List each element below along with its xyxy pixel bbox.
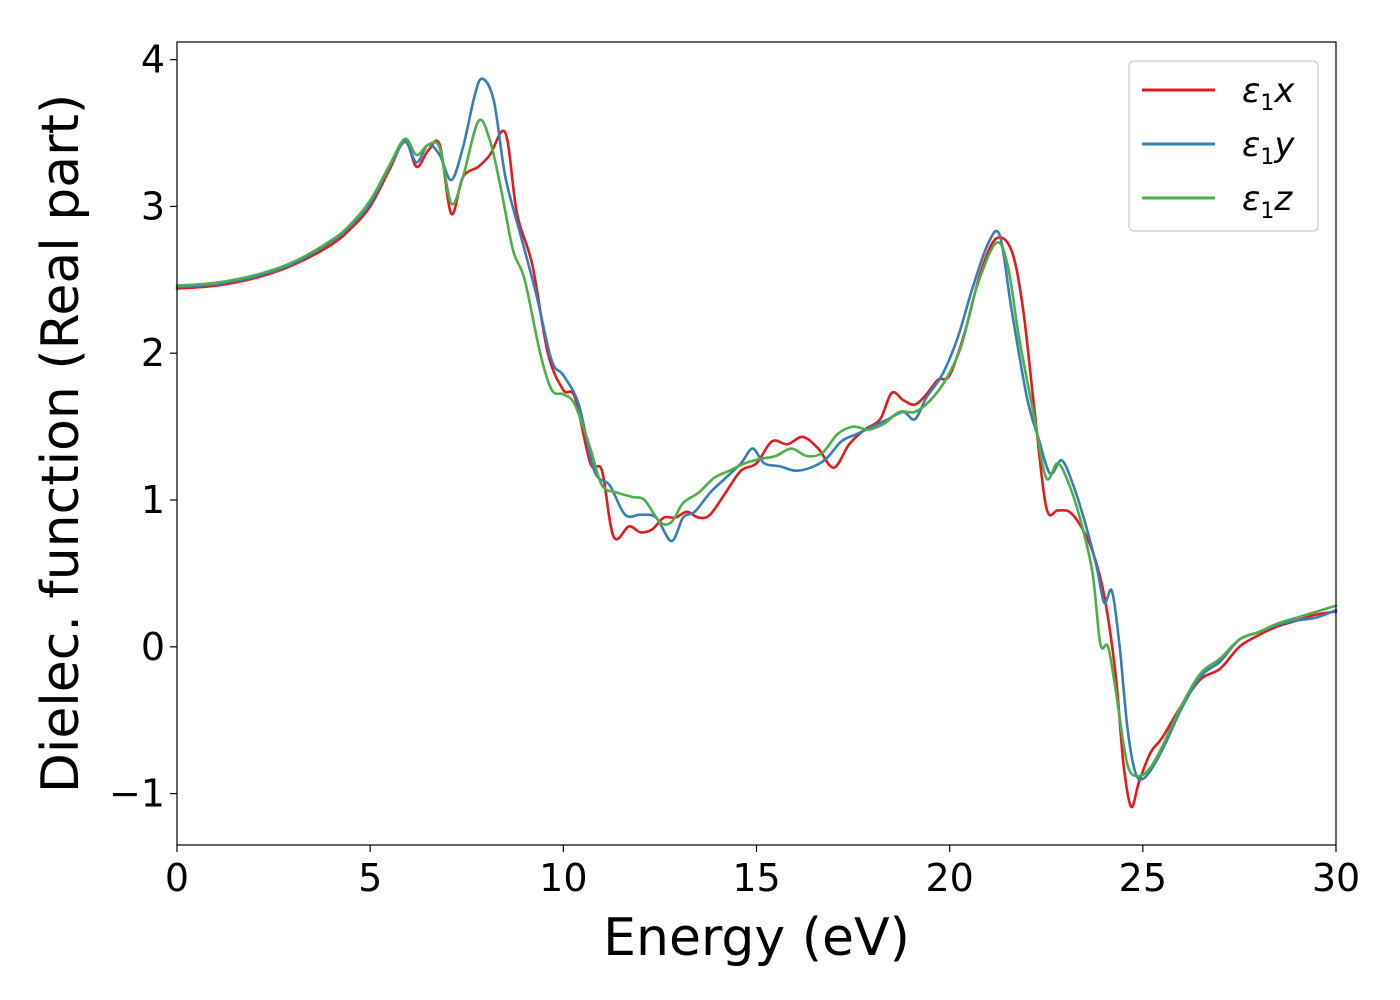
y-tick-label: 0 xyxy=(141,625,165,669)
x-tick-label: 30 xyxy=(1312,856,1360,900)
y-axis-ticks: −1 0 1 2 3 4 xyxy=(109,38,177,816)
legend-symbol: ε xyxy=(1242,125,1260,165)
legend-entry-x: ε1x xyxy=(1242,71,1295,116)
y-tick-label: 2 xyxy=(141,331,165,375)
x-tick-label: 15 xyxy=(732,856,780,900)
x-axis-label: Energy (eV) xyxy=(603,908,910,968)
x-tick-label: 25 xyxy=(1119,856,1167,900)
legend-subscript: 1 xyxy=(1260,145,1274,170)
legend-component: x xyxy=(1273,71,1295,111)
x-axis-ticks: 0 5 10 15 20 25 30 xyxy=(165,845,1360,900)
x-tick-label: 0 xyxy=(165,856,189,900)
legend-component: z xyxy=(1273,179,1293,219)
y-tick-label: 3 xyxy=(141,184,165,228)
legend-symbol: ε xyxy=(1242,71,1260,111)
x-tick-label: 5 xyxy=(358,856,382,900)
legend-box xyxy=(1128,60,1319,232)
series-line-y xyxy=(175,77,1338,781)
series-layer xyxy=(175,77,1338,809)
legend-entry-z: ε1z xyxy=(1242,179,1293,224)
y-tick-label: 4 xyxy=(141,38,165,82)
y-axis-label: Dielec. function (Real part) xyxy=(31,94,91,793)
legend-symbol: ε xyxy=(1242,179,1260,219)
series-line-x xyxy=(175,129,1338,809)
legend-component: y xyxy=(1273,125,1295,165)
legend-subscript: 1 xyxy=(1260,199,1274,224)
legend-subscript: 1 xyxy=(1260,91,1274,116)
x-tick-label: 10 xyxy=(539,856,587,900)
series-line-z xyxy=(175,118,1338,778)
y-tick-label: −1 xyxy=(109,772,165,816)
x-tick-label: 20 xyxy=(925,856,973,900)
legend-entry-y: ε1y xyxy=(1242,125,1295,170)
y-tick-label: 1 xyxy=(141,478,165,522)
